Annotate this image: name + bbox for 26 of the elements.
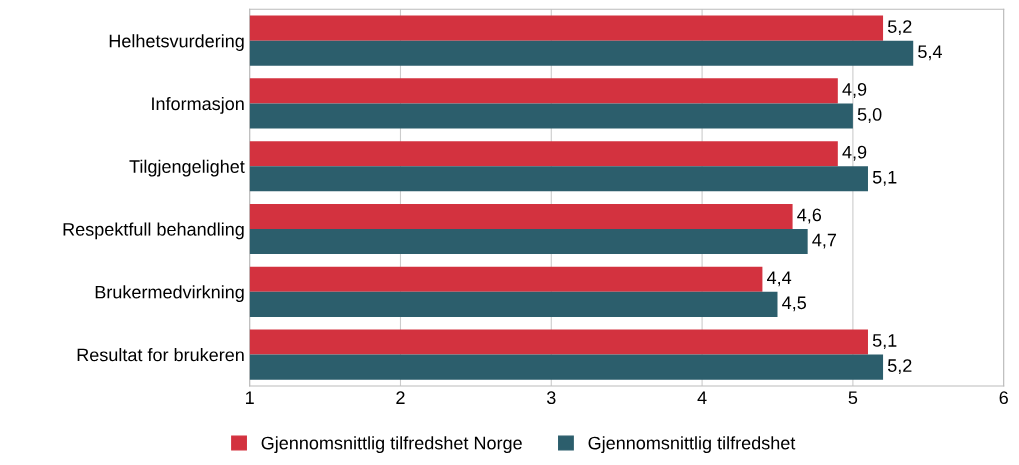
x-tick-label: 3 [546, 391, 556, 405]
data-label: 4,7 [812, 233, 837, 249]
x-tick-label: 5 [848, 391, 858, 405]
data-label: 4,9 [842, 145, 867, 161]
y-tick-label: Brukermedvirkning [95, 285, 244, 303]
y-tick-label: Informasjon [152, 96, 244, 114]
y-tick-label: Tilgjengelighet [129, 159, 245, 177]
data-label: 5,2 [887, 20, 912, 36]
data-label: 4,9 [842, 82, 867, 98]
y-tick-label: Respektfull behandling [63, 222, 244, 240]
y-tick-label: Resultat for brukeren [77, 348, 244, 362]
data-label: 5,1 [872, 171, 897, 186]
x-tick-label: 4 [697, 391, 707, 404]
data-label: 5,0 [857, 108, 882, 123]
legend-label: Gjennomsnittlig tilfredshet [588, 436, 796, 454]
x-tick-label: 1 [246, 391, 254, 404]
x-tick-label: 2 [396, 391, 405, 404]
data-label: 5,4 [918, 45, 942, 61]
data-label: 4,5 [782, 296, 807, 312]
data-label: 5,2 [887, 359, 912, 375]
data-label: 5,1 [872, 334, 897, 349]
data-label: 4,4 [767, 271, 792, 287]
y-tick-label: Helhetsvurdering [109, 34, 244, 51]
legend-label: Gjennomsnittlig tilfredshet Norge [261, 436, 522, 454]
x-tick-label: 6 [999, 391, 1008, 405]
data-label: 4,6 [797, 208, 822, 224]
